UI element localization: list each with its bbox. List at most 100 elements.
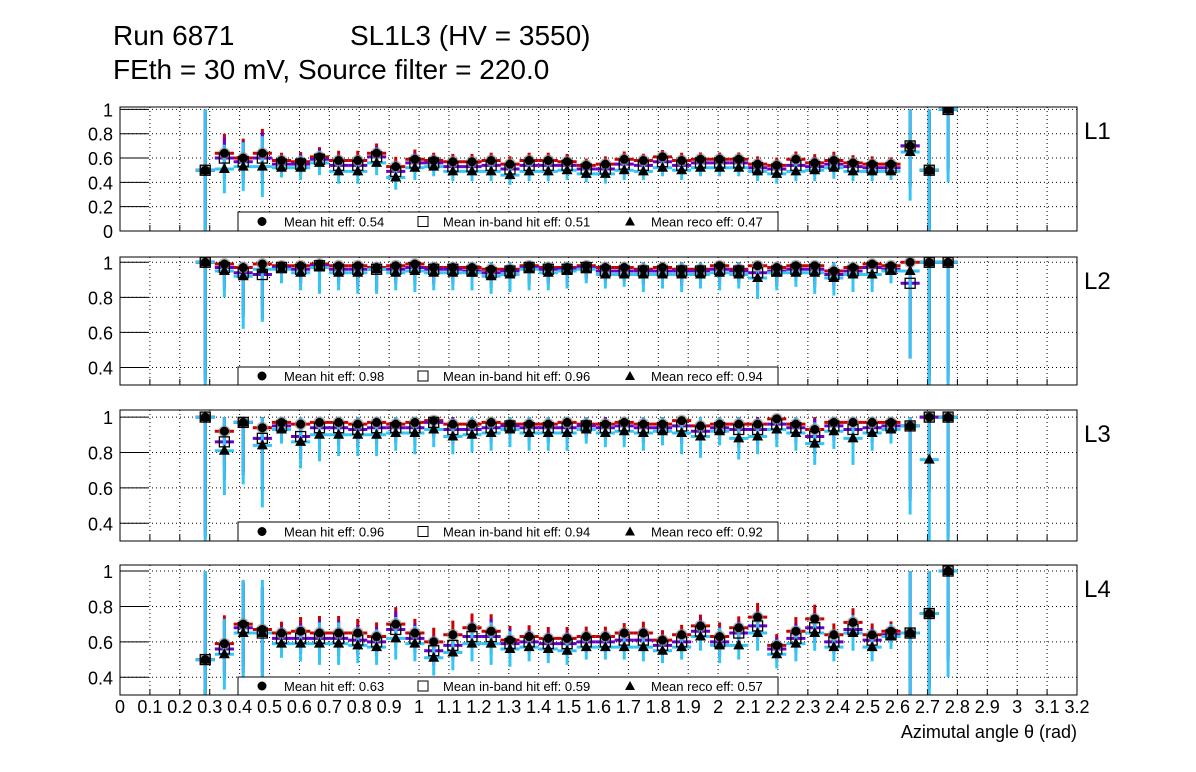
reco-point: [485, 165, 497, 176]
hit-point: [486, 264, 496, 274]
reco-point: [371, 641, 383, 652]
reco-point: [676, 641, 688, 652]
legend-inband-marker: [417, 680, 429, 692]
reco-point: [523, 641, 535, 652]
hit-point: [734, 154, 744, 164]
y-tick-label: 1: [103, 562, 113, 582]
reco-point: [942, 107, 954, 114]
legend-box: [237, 211, 779, 232]
y-tick-label: 0.8: [88, 288, 113, 308]
reco-point: [295, 161, 307, 172]
y-tick-label: 0.4: [88, 668, 113, 688]
reco-point: [809, 266, 821, 277]
y-tick-label: 0.4: [88, 514, 113, 534]
reco-point: [733, 432, 745, 443]
reco-point: [752, 627, 764, 638]
reco-point: [733, 639, 745, 650]
y-tick-label: 1: [103, 408, 113, 428]
hit-point: [429, 416, 439, 426]
reco-point: [485, 427, 497, 438]
reco-point: [637, 427, 649, 438]
legend-inband-label: Mean in-band hit eff: 0.94: [443, 525, 590, 540]
y-tick-label: 0.6: [88, 633, 113, 653]
hit-point: [791, 261, 801, 271]
reco-point: [409, 637, 421, 648]
reco-point: [714, 425, 726, 436]
hit-point: [791, 154, 801, 164]
inband-point: [923, 411, 935, 423]
reco-point: [352, 165, 364, 176]
hit-point: [257, 423, 267, 433]
reco-point: [599, 268, 611, 279]
reco-point: [333, 165, 345, 176]
x-tick-label: 1.1: [436, 697, 461, 717]
reco-point: [618, 164, 630, 175]
reco-point: [561, 644, 573, 655]
legend-reco-marker: [625, 681, 635, 690]
x-tick-label: 2.4: [825, 697, 850, 717]
x-axis-title: Azimutal angle θ (rad): [901, 722, 1077, 742]
hit-point: [410, 154, 420, 164]
reco-point: [694, 430, 706, 441]
reco-point: [295, 435, 307, 446]
legend: Mean hit eff: 0.54 Mean in-band hit eff: …: [237, 211, 779, 232]
y-tick-label: 0.8: [88, 597, 113, 617]
reco-point: [352, 266, 364, 277]
reco-point: [752, 430, 764, 441]
reco-point: [866, 427, 878, 438]
y-tick-label: 1: [103, 100, 113, 120]
reco-point: [428, 266, 440, 277]
x-tick-label: 0.7: [317, 697, 342, 717]
layer-label: L2: [1084, 268, 1111, 295]
data-layer: [195, 565, 958, 695]
legend-box: [237, 521, 779, 542]
reco-point: [218, 444, 230, 455]
legend: Mean hit eff: 0.96 Mean in-band hit eff: …: [237, 521, 779, 542]
reco-point: [256, 160, 268, 171]
legend-reco-label: Mean reco eff: 0.94: [651, 369, 763, 384]
title-run: Run 6871: [113, 20, 234, 51]
reco-point: [904, 627, 916, 638]
y-tick-label: 0.6: [88, 323, 113, 343]
x-axis: 0 0.1 0.2 0.3 0.4 0.5 0.6 0.7 0.8 0.9 1 1.1 1.2 1.3 1.…: [115, 697, 1090, 717]
reco-point: [656, 644, 668, 655]
x-tick-label: 0.2: [167, 697, 192, 717]
legend-reco-marker: [625, 216, 635, 226]
reco-point: [656, 268, 668, 279]
reco-point: [580, 167, 592, 178]
hit-point: [905, 257, 915, 267]
reco-point: [942, 565, 954, 576]
y-tick-label: 0.4: [88, 358, 113, 378]
reco-point: [885, 630, 897, 641]
panel-l2: 0.4 0.6 0.8 1 L2 Mean hit eff: 0.98 Mean in-ba…: [88, 253, 1111, 386]
legend-reco-marker: [625, 371, 635, 380]
hit-point: [791, 626, 801, 636]
reco-point: [542, 642, 554, 653]
reco-point: [485, 637, 497, 648]
hit-point: [715, 154, 725, 164]
title-chamber: SL1L3 (HV = 3550): [350, 20, 591, 51]
reco-point: [847, 432, 859, 443]
x-tick-label: 2.3: [795, 697, 820, 717]
hit-point: [848, 617, 858, 627]
legend: Mean hit eff: 0.63 Mean in-band hit eff: …: [237, 676, 779, 696]
reco-point: [561, 164, 573, 175]
hit-point: [334, 261, 344, 271]
reco-point: [447, 430, 459, 441]
reco-point: [218, 163, 230, 173]
reco-point: [542, 266, 554, 277]
hit-point: [429, 637, 439, 647]
x-tick-label: 2.6: [885, 697, 910, 717]
x-tick-label: 1.4: [526, 697, 551, 717]
hit-point: [600, 419, 610, 429]
reco-point: [771, 266, 783, 277]
hit-point: [677, 630, 687, 640]
hit-point: [600, 263, 610, 273]
reco-point: [809, 627, 821, 638]
legend-box: [237, 676, 779, 696]
reco-point: [904, 265, 916, 276]
hit-point: [296, 626, 306, 636]
hit-point: [562, 157, 572, 167]
reco-point: [599, 427, 611, 438]
reco-point: [390, 632, 402, 643]
